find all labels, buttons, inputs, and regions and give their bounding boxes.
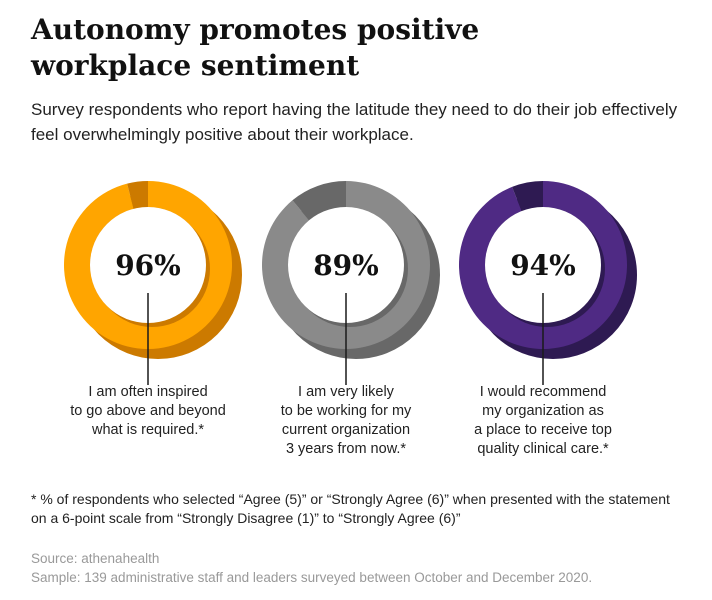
caption-line: what is required.* — [91, 422, 205, 438]
donut-hole — [485, 207, 601, 323]
footnote-line: * % of respondents who selected “Agree (… — [31, 491, 670, 507]
caption-line: current organization — [281, 422, 411, 438]
donut-remainder-segment — [127, 181, 148, 209]
caption-recommend: I would recommend my organization as a p… — [448, 383, 638, 459]
donut-value-label: 96% — [115, 249, 181, 282]
chart-title-line: workplace sentiment — [31, 49, 360, 82]
caption-line: quality clinical care.* — [477, 441, 609, 457]
donut-3: 94% — [458, 181, 637, 385]
caption-retention: I am very likely to be working for my cu… — [251, 383, 441, 459]
caption-inspired: I am often inspired to go above and beyo… — [53, 383, 243, 440]
donut-charts: 96% 89% 94% — [63, 181, 637, 385]
donut-1: 96% — [63, 181, 242, 385]
chart-subtitle-line: Survey respondents who report having the… — [31, 100, 678, 119]
donut-value-label: 94% — [510, 249, 576, 282]
chart-title-line: Autonomy promotes positive — [31, 13, 480, 46]
caption-line: to be working for my — [280, 403, 412, 419]
source-line: Source: athenahealth — [31, 551, 160, 566]
donut-remainder-segment — [512, 181, 543, 212]
caption-line: to go above and beyond — [70, 403, 226, 419]
caption-line: 3 years from now.* — [285, 441, 407, 457]
caption-line: I would recommend — [479, 384, 607, 400]
donut-hole — [288, 207, 404, 323]
donut-hole — [90, 207, 206, 323]
footnote-line: on a 6-point scale from “Strongly Disagr… — [31, 510, 461, 526]
caption-line: I am very likely — [298, 384, 394, 400]
chart-subtitle: Survey respondents who report having the… — [31, 97, 701, 147]
donut-remainder-segment — [292, 181, 346, 221]
donut-2: 89% — [262, 181, 440, 385]
chart-subtitle-line: feel overwhelmingly positive about their… — [31, 125, 414, 144]
chart-title: Autonomy promotes positive workplace sen… — [31, 12, 631, 84]
source-line: Sample: 139 administrative staff and lea… — [31, 570, 593, 585]
caption-line: my organization as — [482, 403, 604, 419]
source-note: Source: athenahealth Sample: 139 adminis… — [31, 549, 701, 587]
caption-line: a place to receive top — [474, 422, 612, 438]
donut-value-label: 89% — [313, 249, 379, 282]
footnote: * % of respondents who selected “Agree (… — [31, 490, 701, 528]
caption-line: I am often inspired — [88, 384, 208, 400]
